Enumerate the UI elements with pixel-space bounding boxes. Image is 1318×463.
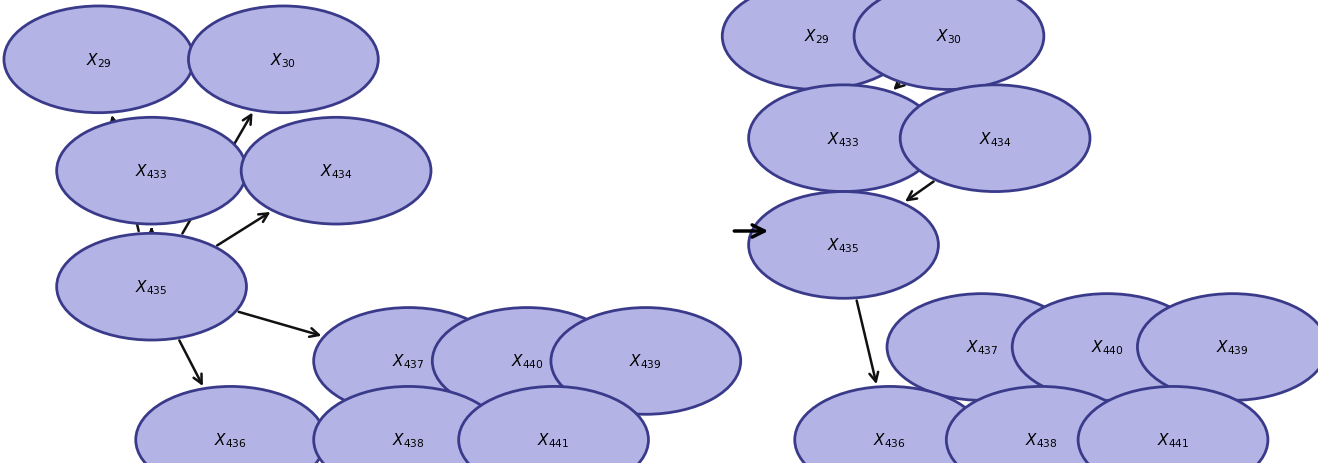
Ellipse shape <box>459 387 648 463</box>
Ellipse shape <box>1137 294 1318 400</box>
Ellipse shape <box>551 308 741 414</box>
Text: $X_{439}$: $X_{439}$ <box>1217 338 1248 357</box>
Ellipse shape <box>1012 294 1202 400</box>
Text: $X_{437}$: $X_{437}$ <box>966 338 998 357</box>
Ellipse shape <box>188 7 378 113</box>
Ellipse shape <box>4 7 194 113</box>
Ellipse shape <box>314 387 503 463</box>
Text: $X_{436}$: $X_{436}$ <box>215 431 246 449</box>
Text: $X_{437}$: $X_{437}$ <box>393 352 424 370</box>
Text: $X_{435}$: $X_{435}$ <box>136 278 167 296</box>
Text: $X_{435}$: $X_{435}$ <box>828 236 859 255</box>
Ellipse shape <box>749 86 938 192</box>
Text: $X_{29}$: $X_{29}$ <box>804 28 830 46</box>
Ellipse shape <box>795 387 985 463</box>
Ellipse shape <box>749 192 938 299</box>
Text: $X_{440}$: $X_{440}$ <box>511 352 543 370</box>
Ellipse shape <box>900 86 1090 192</box>
Ellipse shape <box>57 234 246 340</box>
Ellipse shape <box>314 308 503 414</box>
Ellipse shape <box>57 118 246 225</box>
Ellipse shape <box>241 118 431 225</box>
Text: $X_{29}$: $X_{29}$ <box>86 51 112 69</box>
Text: $X_{30}$: $X_{30}$ <box>936 28 962 46</box>
Text: $X_{433}$: $X_{433}$ <box>828 130 859 148</box>
Text: $X_{434}$: $X_{434}$ <box>979 130 1011 148</box>
Text: $X_{441}$: $X_{441}$ <box>538 431 569 449</box>
Text: $X_{436}$: $X_{436}$ <box>874 431 905 449</box>
Text: $X_{438}$: $X_{438}$ <box>1025 431 1057 449</box>
Text: $X_{440}$: $X_{440}$ <box>1091 338 1123 357</box>
Ellipse shape <box>722 0 912 90</box>
Ellipse shape <box>432 308 622 414</box>
Ellipse shape <box>887 294 1077 400</box>
Ellipse shape <box>1078 387 1268 463</box>
Text: $X_{439}$: $X_{439}$ <box>630 352 662 370</box>
Text: $X_{438}$: $X_{438}$ <box>393 431 424 449</box>
Ellipse shape <box>136 387 326 463</box>
Ellipse shape <box>854 0 1044 90</box>
Text: $X_{433}$: $X_{433}$ <box>136 162 167 181</box>
Text: $X_{434}$: $X_{434}$ <box>320 162 352 181</box>
Text: $X_{30}$: $X_{30}$ <box>270 51 297 69</box>
Text: $X_{441}$: $X_{441}$ <box>1157 431 1189 449</box>
Ellipse shape <box>946 387 1136 463</box>
